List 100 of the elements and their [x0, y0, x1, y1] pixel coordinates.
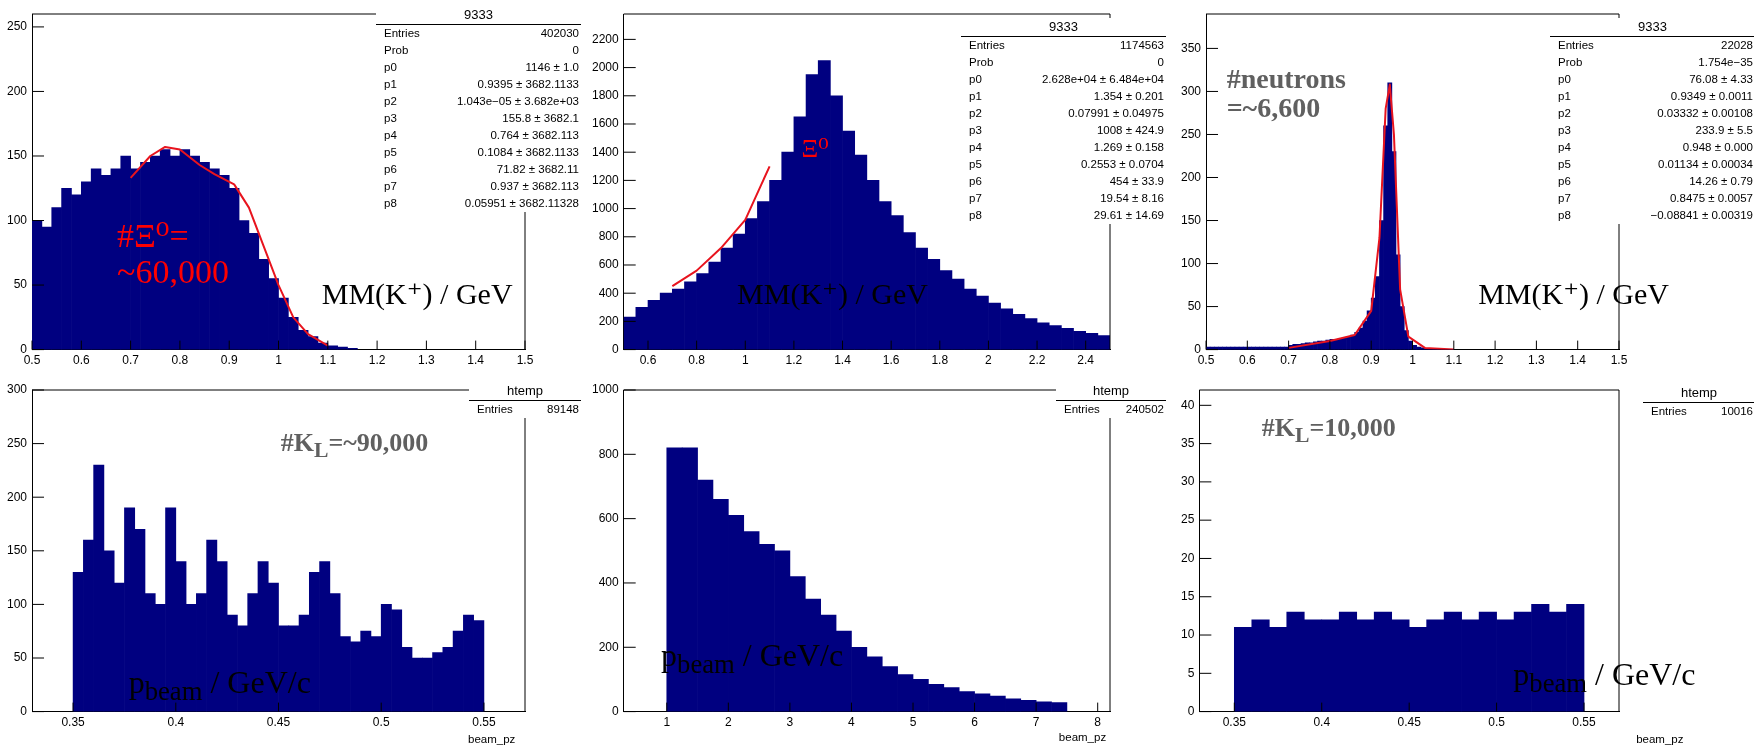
x-axis-title: MM(K⁺) / GeV	[321, 277, 513, 311]
x-tick-label: 8	[1094, 715, 1102, 730]
text: htemp	[1643, 384, 1754, 403]
x-tick-label: 0.8	[688, 353, 706, 368]
x-tick-label: 0.45	[1397, 715, 1422, 730]
y-tick-label: 400	[598, 575, 620, 590]
text: p6 14.26 ± 0.79	[1558, 175, 1753, 187]
text: p8 0.05951 ± 3682.11328	[384, 197, 579, 209]
y-tick-label: 1000	[591, 200, 620, 215]
y-tick-label: 0	[20, 341, 28, 356]
x-tick-label: 1.4	[467, 353, 485, 368]
x-tick-label: 1.2	[785, 353, 803, 368]
x-tick-label: 1.1	[319, 353, 337, 368]
text: p7 0.937 ± 3682.113	[384, 180, 579, 192]
text: p2 0.03332 ± 0.00108	[1558, 107, 1753, 119]
text: p0 2.628e+04 ± 6.484e+04	[969, 73, 1164, 85]
y-tick-label: 200	[6, 489, 28, 504]
x-tick-label: 1	[1409, 353, 1417, 368]
x-tick-label: 1	[275, 353, 283, 368]
x-tick-label: 1.2	[1486, 353, 1504, 368]
y-tick-label: 200	[1180, 169, 1202, 184]
x-tick-label: 0.5	[1488, 715, 1506, 730]
x-tick-label: 0.35	[1222, 715, 1247, 730]
y-tick-label: 200	[598, 313, 620, 328]
y-tick-label: 200	[6, 83, 28, 98]
text: p8 −0.08841 ± 0.00319	[1558, 209, 1753, 221]
text: Entries 240502	[1064, 403, 1164, 415]
annotation: htemp	[469, 382, 581, 401]
text: p3 233.9 ± 5.5	[1558, 124, 1753, 136]
y-tick-label: 150	[6, 543, 28, 558]
x-axis-title: beam_pz	[1058, 731, 1107, 744]
text: p1 0.9395 ± 3682.1133	[384, 78, 579, 90]
y-tick-label: 150	[6, 148, 28, 163]
text: p1 0.9349 ± 0.0011	[1558, 90, 1753, 102]
x-tick-label: 3	[786, 715, 794, 730]
x-tick-label: 2	[985, 353, 993, 368]
text: p5 0.01134 ± 0.00034	[1558, 158, 1753, 170]
y-tick-label: 50	[1187, 298, 1202, 313]
x-tick-label: 0.7	[122, 353, 140, 368]
y-tick-label: 300	[1180, 83, 1202, 98]
x-tick-label: 2.4	[1077, 353, 1095, 368]
y-tick-label: 40	[1180, 397, 1195, 412]
text: Prob 0	[969, 56, 1164, 68]
annotation: #Ξ⁰= ~60,000	[117, 217, 230, 290]
annotation: 9333	[961, 18, 1166, 37]
x-tick-label: 0.55	[472, 715, 496, 730]
y-tick-label: 1800	[591, 88, 620, 103]
text: Entries 22028	[1558, 39, 1753, 51]
x-axis-title: beam_pz	[1636, 733, 1684, 746]
annotation: #neutrons =~6,600	[1226, 62, 1347, 124]
y-tick-label: 300	[6, 382, 28, 397]
text: p8 29.61 ± 14.69	[969, 209, 1164, 221]
annotation: #K$_{L}$=10,000	[1261, 412, 1396, 447]
y-tick-label: 2000	[591, 59, 620, 74]
x-tick-label: 1.5	[516, 353, 534, 368]
y-tick-label: 250	[6, 435, 28, 450]
x-axis-title: MM(K⁺) / GeV	[1478, 277, 1669, 311]
x-tick-label: 0.45	[266, 715, 291, 730]
y-tick-label: 100	[6, 596, 28, 611]
x-tick-label: 1.5	[1610, 353, 1628, 368]
x-tick-label: 1.1	[1445, 353, 1463, 368]
y-tick-label: 50	[13, 650, 28, 665]
text: Entries 1174563	[969, 39, 1164, 51]
x-tick-label: 1.4	[1569, 353, 1587, 368]
x-tick-label: 0.4	[167, 715, 185, 730]
x-tick-label: 0.9	[1362, 353, 1380, 368]
annotation: p$_{beam}$ / GeV/c	[128, 663, 311, 706]
x-tick-label: 0.5	[372, 715, 390, 730]
x-tick-label: 0.5	[23, 353, 41, 368]
y-tick-label: 800	[598, 229, 620, 244]
text: p4 0.948 ± 0.000	[1558, 141, 1753, 153]
y-tick-label: 50	[13, 277, 28, 292]
y-tick-label: 25	[1180, 512, 1195, 527]
text: p2 0.07991 ± 0.04975	[969, 107, 1164, 119]
x-tick-label: 1	[663, 715, 671, 730]
text: p0 76.08 ± 4.33	[1558, 73, 1753, 85]
text: p4 1.269 ± 0.158	[969, 141, 1164, 153]
y-tick-label: 600	[598, 510, 620, 525]
text: p7 19.54 ± 8.16	[969, 192, 1164, 204]
x-tick-label: 2	[725, 715, 732, 730]
x-tick-label: 0.9	[220, 353, 238, 368]
x-tick-label: 0.6	[639, 353, 657, 368]
y-tick-label: 5	[1187, 665, 1195, 680]
text: p1 1.354 ± 0.201	[969, 90, 1164, 102]
y-tick-label: 100	[6, 212, 28, 227]
annotation: #K$_{L}$=~90,000	[280, 427, 429, 462]
x-tick-label: 2.2	[1028, 353, 1046, 368]
x-tick-label: 0.35	[61, 715, 86, 730]
x-tick-label: 0.8	[1321, 353, 1339, 368]
y-tick-label: 200	[598, 639, 620, 654]
y-tick-label: 1000	[591, 382, 620, 397]
x-tick-label: 0.5	[1197, 353, 1215, 368]
y-tick-label: 35	[1180, 435, 1195, 450]
y-tick-label: 0	[612, 703, 620, 718]
x-tick-label: 1.4	[834, 353, 852, 368]
x-tick-label: 1.3	[1528, 353, 1546, 368]
x-tick-label: 0.6	[1238, 353, 1256, 368]
x-axis-title: beam_pz	[468, 733, 516, 746]
y-tick-label: 15	[1180, 589, 1195, 604]
annotation: Ξ⁰	[801, 134, 829, 164]
